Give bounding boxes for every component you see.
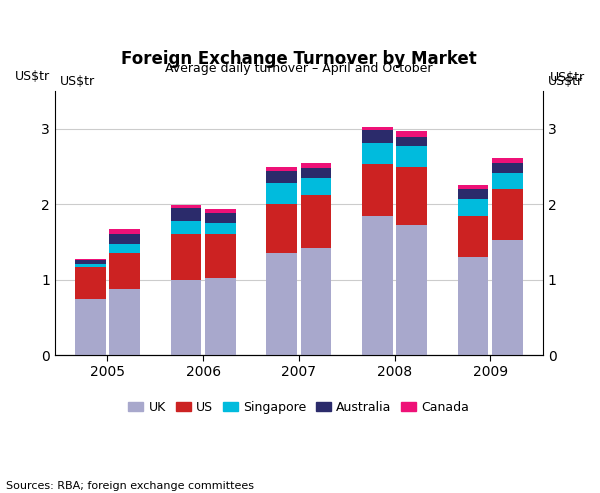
Bar [362,143,392,164]
Bar [397,131,427,137]
Text: Sources: RBA; foreign exchange committees: Sources: RBA; foreign exchange committee… [6,481,254,491]
Text: US$tr: US$tr [59,74,95,88]
Title: Foreign Exchange Turnover by Market: Foreign Exchange Turnover by Market [121,49,477,68]
Bar [205,278,236,355]
Bar [301,248,331,355]
Bar [75,260,106,264]
Bar [170,280,201,355]
Bar [266,183,297,204]
Bar [458,215,488,257]
Bar [362,127,392,131]
Bar [492,241,523,355]
Bar [205,223,236,235]
Bar [362,131,392,143]
Bar [301,163,331,168]
Bar [266,171,297,183]
Bar [397,137,427,145]
Bar [492,189,523,241]
Text: Average daily turnover – April and October: Average daily turnover – April and Octob… [165,63,433,75]
Text: US$tr: US$tr [548,74,583,88]
Bar [458,199,488,215]
Bar [109,252,140,289]
Bar [75,259,106,260]
Bar [266,204,297,253]
Bar [109,229,140,235]
Bar [75,299,106,355]
Bar [75,267,106,299]
Bar [109,244,140,252]
Text: US$tr: US$tr [550,71,585,84]
Bar [362,215,392,355]
Bar [492,173,523,189]
Bar [362,164,392,215]
Bar [266,253,297,355]
Bar [109,235,140,244]
Bar [75,264,106,267]
Bar [397,167,427,225]
Bar [109,289,140,355]
Bar [301,195,331,248]
Bar [170,208,201,221]
Bar [397,145,427,167]
Bar [205,213,236,223]
Bar [170,235,201,280]
Bar [170,205,201,208]
Bar [458,257,488,355]
Bar [458,185,488,189]
Bar [170,221,201,235]
Bar [492,163,523,173]
Bar [266,168,297,171]
Bar [492,158,523,163]
Bar [458,189,488,199]
Bar [205,235,236,278]
Bar [397,225,427,355]
Bar [301,168,331,178]
Text: US$tr: US$tr [15,70,50,83]
Legend: UK, US, Singapore, Australia, Canada: UK, US, Singapore, Australia, Canada [124,395,474,419]
Bar [301,178,331,195]
Bar [205,209,236,213]
